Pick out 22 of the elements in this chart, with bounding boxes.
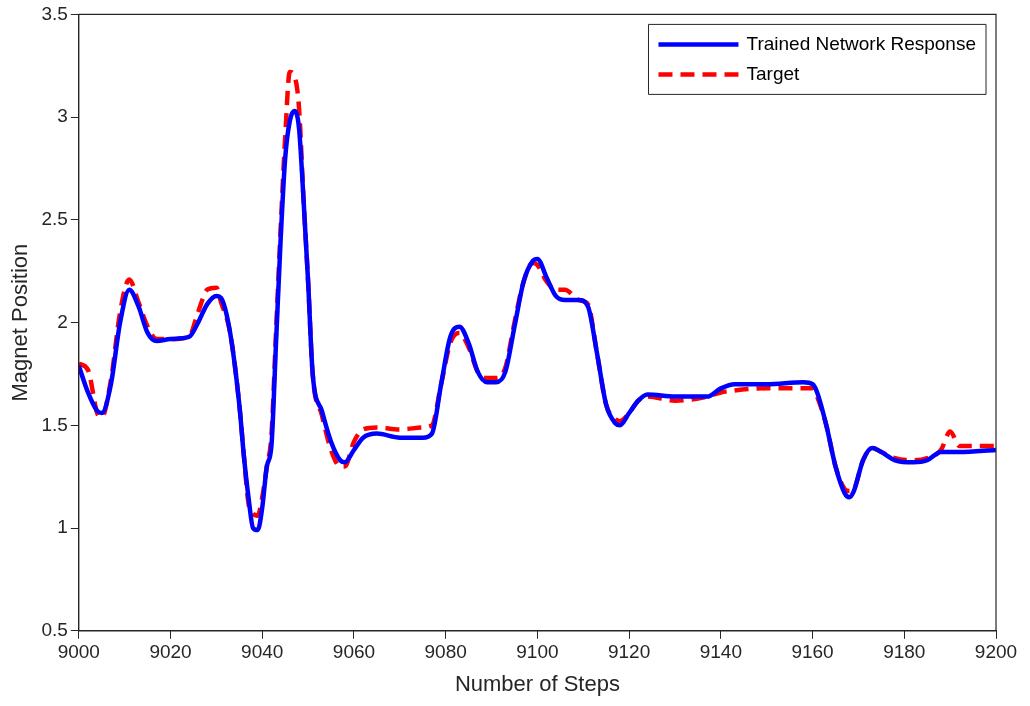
x-tick-label: 9000 (57, 641, 100, 663)
x-tick-label: 9020 (149, 641, 192, 663)
x-tick-label: 9040 (241, 641, 284, 663)
x-tick-label: 9080 (424, 641, 467, 663)
y-tick-label: 3.5 (41, 2, 68, 24)
x-tick-label: 9160 (791, 641, 834, 663)
x-axis-title: Number of Steps (454, 670, 620, 696)
x-tick-label: 9100 (516, 641, 559, 663)
y-tick-label: 0.5 (41, 619, 68, 641)
y-tick-label: 2.5 (41, 208, 68, 230)
legend-label: Target (746, 62, 801, 84)
x-tick-label: 9180 (883, 641, 926, 663)
x-tick-label: 9200 (974, 641, 1018, 663)
y-tick-label: 2 (57, 310, 68, 332)
y-tick-label: 3 (57, 105, 68, 127)
y-axis-title: Magnet Position (7, 243, 33, 402)
y-tick-label: 1 (57, 516, 68, 538)
x-tick-label: 9060 (332, 641, 376, 663)
x-tick-label: 9140 (699, 641, 742, 663)
x-tick-label: 9120 (607, 641, 651, 663)
legend-label: Trained Network Response (746, 32, 976, 54)
y-tick-label: 1.5 (41, 413, 68, 435)
